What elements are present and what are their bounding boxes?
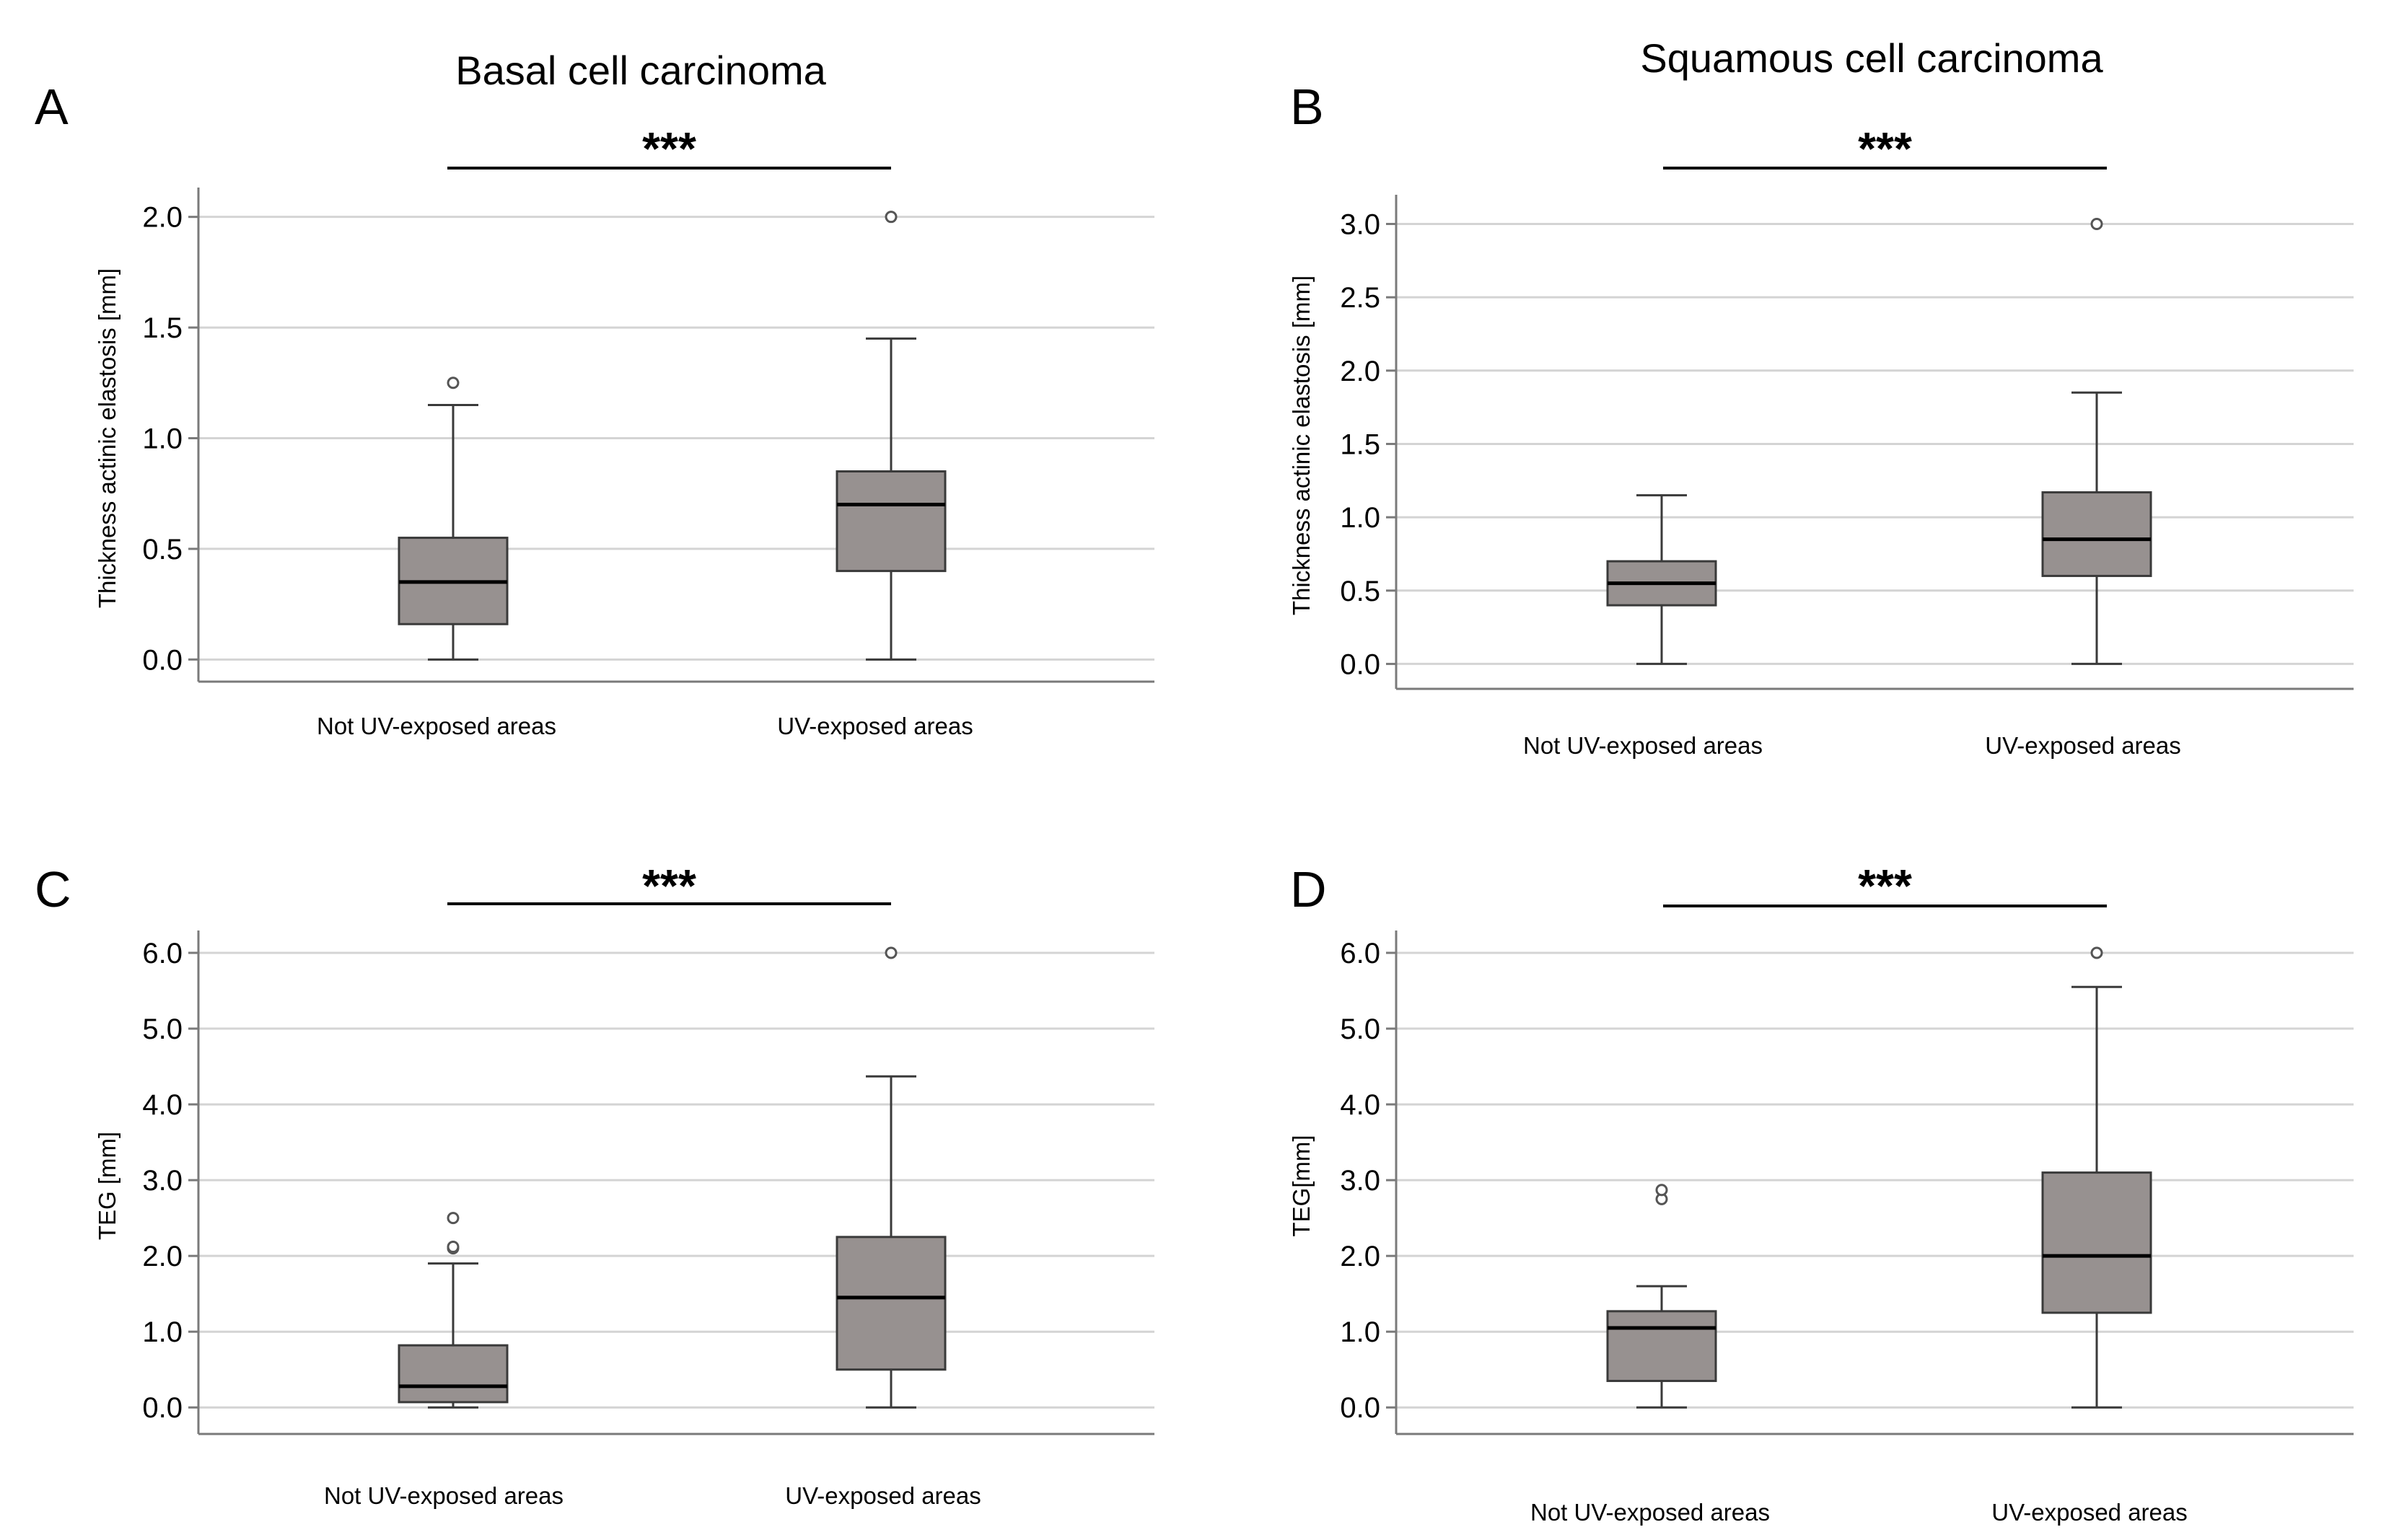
panel-label: B bbox=[1290, 79, 1324, 135]
y-tick-label: 0.0 bbox=[142, 1392, 183, 1424]
iqr-box bbox=[1606, 1310, 1717, 1382]
x-category-label: UV-exposed areas bbox=[777, 713, 973, 739]
x-category-label: UV-exposed areas bbox=[1985, 732, 2181, 759]
y-axis-label: Thickness actinic elastosis [mm] bbox=[94, 268, 120, 608]
box-2 bbox=[2041, 946, 2152, 1409]
box-2 bbox=[836, 211, 947, 661]
y-tick-label: 5.0 bbox=[142, 1013, 183, 1045]
outlier-point bbox=[2090, 946, 2103, 959]
x-category-label: UV-exposed areas bbox=[785, 1482, 981, 1509]
iqr-box bbox=[836, 470, 947, 573]
panel-label: A bbox=[35, 79, 69, 135]
x-category-label: Not UV-exposed areas bbox=[1530, 1499, 1770, 1526]
y-tick-label: 1.0 bbox=[1340, 1316, 1380, 1348]
y-tick-label: 3.0 bbox=[1340, 1165, 1380, 1197]
outlier-point bbox=[447, 1241, 460, 1254]
chart-panel-a: A Basal cell carcinoma *** 0.0 0.5 1.0 1.5 2.0 T… bbox=[35, 48, 1154, 739]
y-tick-label: 0.0 bbox=[142, 644, 183, 676]
significance-stars: *** bbox=[1858, 860, 1912, 912]
y-tick-label: 3.0 bbox=[142, 1165, 183, 1197]
box-1 bbox=[398, 1212, 509, 1409]
y-tick-label: 0.5 bbox=[142, 534, 183, 566]
outlier-point bbox=[447, 377, 460, 390]
chart-panel-c: C *** 0.0 1.0 2.0 3.0 4.0 5.0 6.0 TEG [mm] Not UV-… bbox=[35, 860, 1154, 1509]
box-1 bbox=[398, 377, 509, 661]
y-tick-label: 2.5 bbox=[1340, 282, 1380, 314]
x-category-label: UV-exposed areas bbox=[1991, 1499, 2188, 1526]
y-axis-label: Thickness actinic elastosis [mm] bbox=[1288, 276, 1315, 615]
y-tick-label: 0.0 bbox=[1340, 648, 1380, 680]
significance-stars: *** bbox=[642, 123, 696, 175]
outlier-point bbox=[885, 211, 898, 224]
y-tick-label: 6.0 bbox=[142, 938, 183, 969]
y-tick-label: 1.0 bbox=[142, 1316, 183, 1348]
panel-label: C bbox=[35, 861, 71, 918]
panel-label: D bbox=[1290, 861, 1327, 918]
y-tick-label: 4.0 bbox=[142, 1089, 183, 1121]
y-tick-label: 6.0 bbox=[1340, 938, 1380, 969]
outlier-point bbox=[885, 946, 898, 959]
box-1 bbox=[1606, 494, 1717, 665]
y-tick-label: 0.0 bbox=[1340, 1392, 1380, 1424]
y-tick-label: 2.0 bbox=[142, 202, 183, 234]
box-1 bbox=[1606, 1184, 1717, 1409]
significance-stars: *** bbox=[642, 860, 696, 912]
iqr-box bbox=[2041, 491, 2152, 577]
y-tick-label: 5.0 bbox=[1340, 1013, 1380, 1045]
box-2 bbox=[2041, 217, 2152, 665]
outlier-point bbox=[2090, 217, 2103, 230]
y-tick-label: 3.0 bbox=[1340, 208, 1380, 240]
x-category-label: Not UV-exposed areas bbox=[324, 1482, 564, 1509]
y-tick-label: 2.0 bbox=[1340, 1241, 1380, 1272]
y-tick-label: 1.0 bbox=[142, 423, 183, 455]
y-tick-label: 4.0 bbox=[1340, 1089, 1380, 1121]
iqr-box bbox=[2041, 1171, 2152, 1314]
chart-title: Squamous cell carcinoma bbox=[1640, 35, 2103, 81]
y-tick-label: 2.0 bbox=[1340, 356, 1380, 387]
y-tick-label: 0.5 bbox=[1340, 576, 1380, 607]
chart-panel-b: B Squamous cell carcinoma *** 0.0 0.5 1.0 1.5 2… bbox=[1288, 35, 2354, 759]
outlier-point bbox=[447, 1212, 460, 1225]
y-axis-label: TEG[mm] bbox=[1288, 1135, 1315, 1236]
y-tick-label: 1.5 bbox=[142, 312, 183, 344]
iqr-box bbox=[836, 1236, 947, 1371]
x-category-label: Not UV-exposed areas bbox=[1523, 732, 1763, 759]
iqr-box bbox=[398, 1344, 509, 1404]
significance-stars: *** bbox=[1858, 123, 1912, 175]
y-tick-label: 1.5 bbox=[1340, 428, 1380, 460]
box-2 bbox=[836, 946, 947, 1409]
y-tick-label: 1.0 bbox=[1340, 502, 1380, 534]
chart-title: Basal cell carcinoma bbox=[455, 48, 826, 93]
x-category-label: Not UV-exposed areas bbox=[317, 713, 556, 739]
y-tick-label: 2.0 bbox=[142, 1241, 183, 1272]
outlier-point bbox=[1655, 1184, 1668, 1197]
chart-panel-d: D *** 0.0 1.0 2.0 3.0 4.0 5.0 6.0 TEG[mm] Not UV-e… bbox=[1288, 860, 2354, 1526]
y-axis-label: TEG [mm] bbox=[94, 1132, 120, 1240]
